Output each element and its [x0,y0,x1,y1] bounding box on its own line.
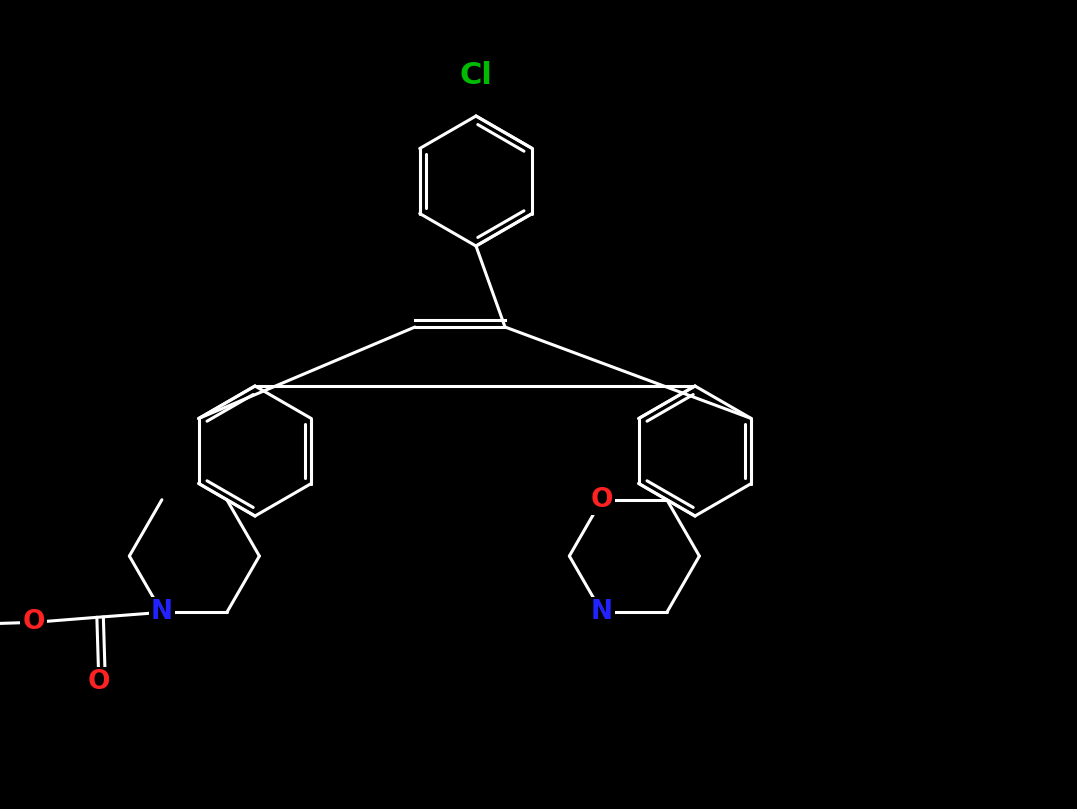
Text: O: O [87,669,110,695]
Text: N: N [151,599,172,625]
Text: Cl: Cl [460,61,492,91]
Text: N: N [591,599,613,625]
Text: O: O [23,609,45,635]
Text: O: O [590,487,613,513]
